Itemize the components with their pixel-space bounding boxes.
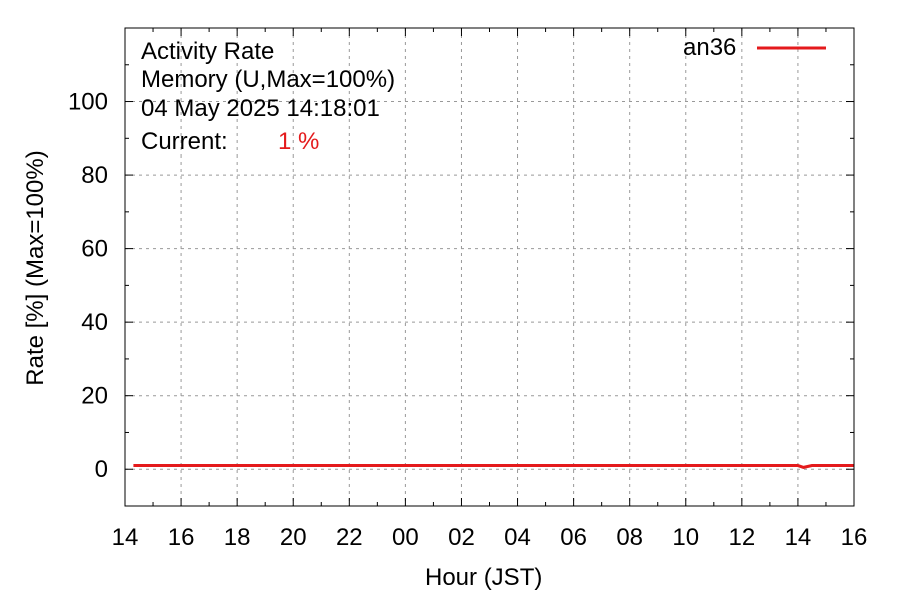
x-axis-label: Hour (JST) [425,564,543,591]
y-tick-label: 40 [81,309,108,336]
y-axis-label: Rate [%] (Max=100%) [22,150,49,386]
x-tick-label: 22 [336,524,363,551]
series-layer [133,464,854,469]
plot-border [124,27,855,507]
series-line-an36 [133,464,854,469]
x-tick-label: 14 [112,524,139,551]
y-tick-label: 100 [68,89,108,116]
x-tick-label: 02 [448,524,475,551]
chart-subtitle: Memory (U,Max=100%) [141,66,396,93]
tick-labels: 14 16 18 20 22 00 02 04 06 08 10 12 14 16 0 20 40 60 80 100 [68,89,867,551]
chart-timestamp: 04 May 2025 14:18:01 [141,95,380,122]
x-tick-label: 20 [280,524,307,551]
x-tick-label: 14 [785,524,812,551]
y-tick-label: 60 [81,236,108,263]
y-tick-label: 80 [81,162,108,189]
x-tick-label: 04 [504,524,531,551]
x-tick-label: 16 [168,524,195,551]
x-tick-label: 08 [616,524,643,551]
x-tick-label: 18 [224,524,251,551]
x-tick-label: 12 [728,524,755,551]
x-tick-label: 00 [392,524,419,551]
y-tick-label: 20 [81,383,108,410]
current-value: 1 % [278,128,320,155]
grid-lines [125,28,854,506]
legend-label: an36 [683,34,737,61]
current-label: Current: [141,128,228,155]
y-tick-label: 0 [95,456,108,483]
x-tick-label: 10 [672,524,699,551]
x-tick-label: 16 [841,524,868,551]
chart-title: Activity Rate [141,38,275,65]
x-tick-label: 06 [560,524,587,551]
